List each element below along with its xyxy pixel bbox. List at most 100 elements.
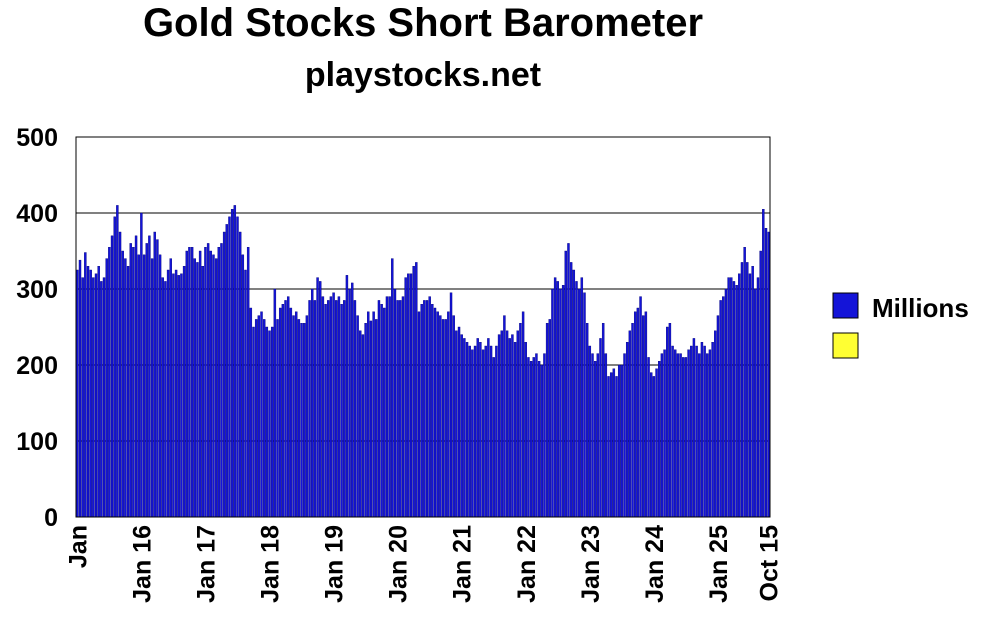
bar <box>97 266 100 518</box>
bar <box>532 357 535 518</box>
bar <box>313 300 317 518</box>
bar <box>719 300 722 518</box>
bar <box>190 246 194 518</box>
x-tick-label: Jan 23 <box>577 525 605 603</box>
bar <box>305 315 309 518</box>
bar <box>356 315 359 518</box>
x-tick-label: Jan 18 <box>257 525 285 603</box>
x-tick-label: Jan <box>64 525 92 568</box>
bar <box>580 277 584 518</box>
bar <box>145 243 148 518</box>
bar <box>489 345 493 518</box>
x-tick-label: Oct 15 <box>756 525 784 602</box>
bar <box>380 304 383 518</box>
bar <box>609 372 613 518</box>
bar <box>177 275 180 518</box>
bar <box>303 323 306 518</box>
bar <box>337 296 341 518</box>
bar <box>335 300 338 518</box>
bar <box>415 262 418 518</box>
bar <box>174 269 178 518</box>
bar <box>711 342 714 518</box>
bar <box>89 269 92 518</box>
bar <box>738 273 741 518</box>
bar <box>671 345 674 518</box>
x-tick-label: Jan 20 <box>385 525 413 603</box>
bar <box>577 288 581 518</box>
bar <box>329 296 333 518</box>
bar <box>286 296 290 518</box>
bar <box>457 326 461 518</box>
bar <box>690 345 693 518</box>
bar <box>209 250 213 518</box>
bar <box>591 353 594 518</box>
bar <box>324 304 327 518</box>
bar <box>652 376 656 518</box>
bar <box>543 353 546 518</box>
bar <box>284 300 287 518</box>
bar <box>196 262 199 518</box>
bar <box>633 311 637 518</box>
bar <box>513 342 517 518</box>
bar <box>297 319 301 518</box>
bar <box>340 304 343 518</box>
chart-subtitle: playstocks.net <box>305 56 541 94</box>
bar <box>692 338 696 518</box>
bar <box>327 300 330 518</box>
bar <box>385 296 389 518</box>
bar <box>110 235 114 518</box>
bar <box>81 277 84 518</box>
bar <box>730 277 733 518</box>
bar <box>617 364 621 518</box>
bar <box>668 323 672 518</box>
x-tick-label: Jan 19 <box>321 525 349 603</box>
x-tick-label: Jan 25 <box>705 525 733 603</box>
bar <box>460 334 463 518</box>
bar <box>623 353 626 518</box>
bar <box>588 345 592 518</box>
bar <box>551 288 554 518</box>
bar <box>257 315 261 518</box>
bar <box>511 334 514 518</box>
bar <box>308 300 311 518</box>
bar <box>516 330 519 518</box>
bar <box>759 250 762 518</box>
bar <box>735 285 738 518</box>
bar <box>260 311 263 518</box>
y-tick-label: 200 <box>16 352 58 380</box>
bar <box>754 288 757 518</box>
bar <box>433 307 437 518</box>
bar <box>316 277 319 518</box>
bar <box>238 231 242 518</box>
bar <box>444 319 447 518</box>
bar <box>214 258 218 518</box>
bar <box>249 307 253 518</box>
bar <box>345 275 349 518</box>
bar <box>364 323 367 518</box>
bar <box>698 353 701 518</box>
bar <box>420 304 423 518</box>
chart-title: Gold Stocks Short Barometer <box>143 1 703 45</box>
bar <box>495 345 498 518</box>
bar <box>708 349 712 518</box>
bar <box>679 353 682 518</box>
bar <box>383 307 386 518</box>
bar <box>276 319 279 518</box>
bar <box>265 326 269 518</box>
bar <box>540 364 543 518</box>
bar <box>246 246 250 518</box>
bar <box>641 315 645 518</box>
y-tick-label: 100 <box>16 428 58 456</box>
bar <box>497 334 501 518</box>
bar <box>204 246 207 518</box>
bar <box>369 320 373 518</box>
bar <box>270 326 274 518</box>
bar <box>527 357 530 518</box>
bar <box>714 330 717 518</box>
bar <box>561 285 565 518</box>
bar <box>639 296 642 518</box>
bar <box>727 277 730 518</box>
bar <box>321 296 325 518</box>
bar <box>548 319 552 518</box>
